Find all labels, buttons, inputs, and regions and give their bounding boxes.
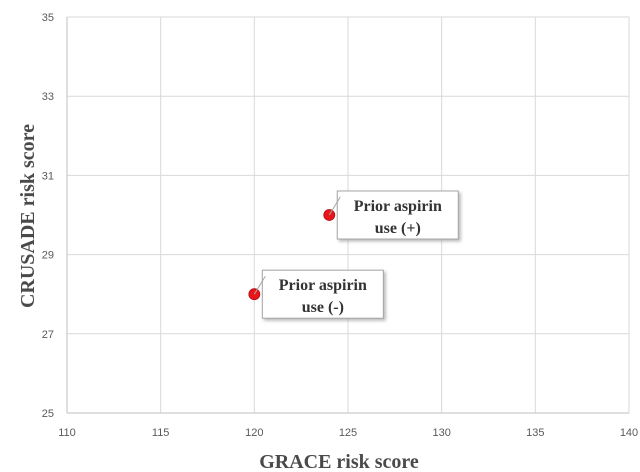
annotation-leader <box>253 275 266 295</box>
y-tick-label: 35 <box>42 12 54 24</box>
tick-labels: 110 115 120 125 130 135 140 25 27 29 31 33 35 <box>42 12 638 439</box>
annotation-box <box>336 190 459 240</box>
x-tick-label: 125 <box>339 427 357 439</box>
x-tick-label: 110 <box>58 427 76 439</box>
y-axis-title: CRUSADE risk score <box>17 124 39 308</box>
y-tick-label: 25 <box>42 408 54 420</box>
axes <box>66 17 629 414</box>
annotation-text: Prior aspirin <box>354 198 442 215</box>
data-point <box>248 288 261 301</box>
y-tick-label: 31 <box>42 170 54 182</box>
y-tick-label: 29 <box>42 250 54 262</box>
y-tick-label: 27 <box>42 329 54 341</box>
x-tick-label: 140 <box>620 427 638 439</box>
annotation-text: use (+) <box>375 220 421 237</box>
x-tick-label: 130 <box>432 427 450 439</box>
x-tick-label: 135 <box>526 427 544 439</box>
x-axis-title: GRACE risk score <box>259 451 419 472</box>
x-tick-label: 115 <box>152 427 170 439</box>
annotation-box <box>261 269 384 319</box>
y-tick-label: 33 <box>42 91 54 103</box>
annotation-text: use (-) <box>302 299 344 316</box>
x-tick-label: 120 <box>245 427 263 439</box>
annotation-leader <box>328 196 341 216</box>
annotations: Prior aspirin use (+) Prior aspirin use (-) <box>253 190 459 319</box>
annotation-text: Prior aspirin <box>279 277 367 294</box>
